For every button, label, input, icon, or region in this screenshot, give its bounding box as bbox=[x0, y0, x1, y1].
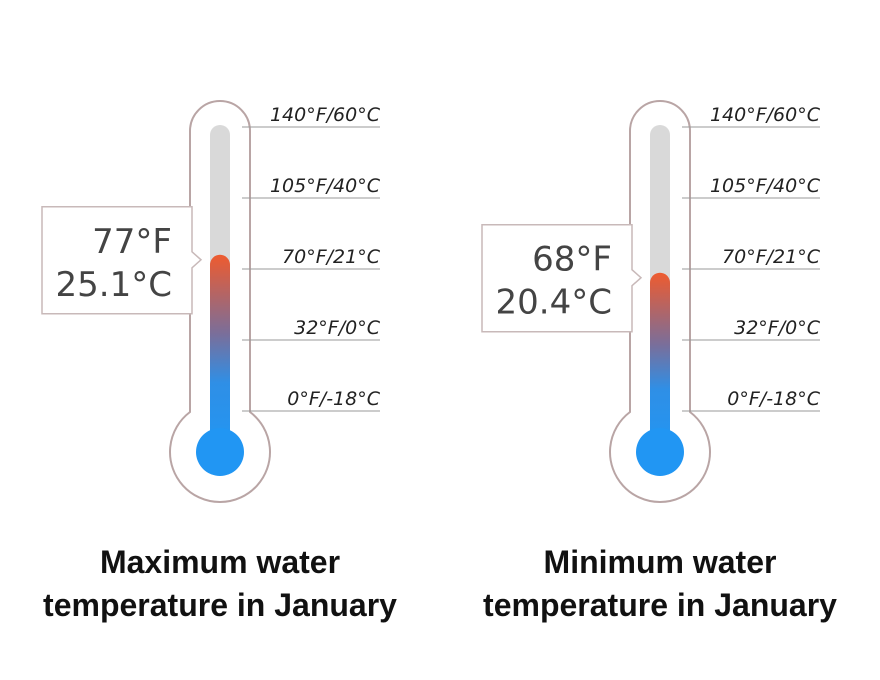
scale-label: 105°F/40°C bbox=[270, 175, 381, 197]
mercury bbox=[210, 254, 230, 452]
scale-label: 32°F/0°C bbox=[734, 317, 821, 339]
bulb bbox=[636, 428, 684, 476]
callout bbox=[481, 223, 643, 333]
reading-label: 68°F bbox=[532, 240, 612, 280]
thermometer: 140°F/60°C 105°F/40°C 70°F/21°C 32°F/0°C 0°F… bbox=[41, 100, 397, 623]
mercury bbox=[650, 272, 670, 452]
scale-label: 105°F/40°C bbox=[710, 175, 821, 197]
title: Minimum water bbox=[544, 544, 777, 580]
scale-label: 70°F/21°C bbox=[282, 246, 381, 268]
scale-label: 140°F/60°C bbox=[270, 104, 381, 126]
reading-label: 25.1°C bbox=[56, 265, 172, 305]
reading-label: 77°F bbox=[92, 222, 172, 262]
scale-label: 140°F/60°C bbox=[710, 104, 821, 126]
scale-label: 0°F/-18°C bbox=[727, 388, 820, 410]
title: temperature in January bbox=[43, 587, 397, 623]
reading-label: 20.4°C bbox=[496, 283, 612, 323]
scale-label: 70°F/21°C bbox=[722, 246, 821, 268]
bulb bbox=[196, 428, 244, 476]
callout bbox=[41, 206, 203, 315]
title: temperature in January bbox=[483, 587, 837, 623]
scale-label: 0°F/-18°C bbox=[287, 388, 380, 410]
thermometer: 140°F/60°C 105°F/40°C 70°F/21°C 32°F/0°C 0°F… bbox=[481, 100, 837, 623]
title: Maximum water bbox=[100, 544, 340, 580]
scale-label: 32°F/0°C bbox=[294, 317, 381, 339]
